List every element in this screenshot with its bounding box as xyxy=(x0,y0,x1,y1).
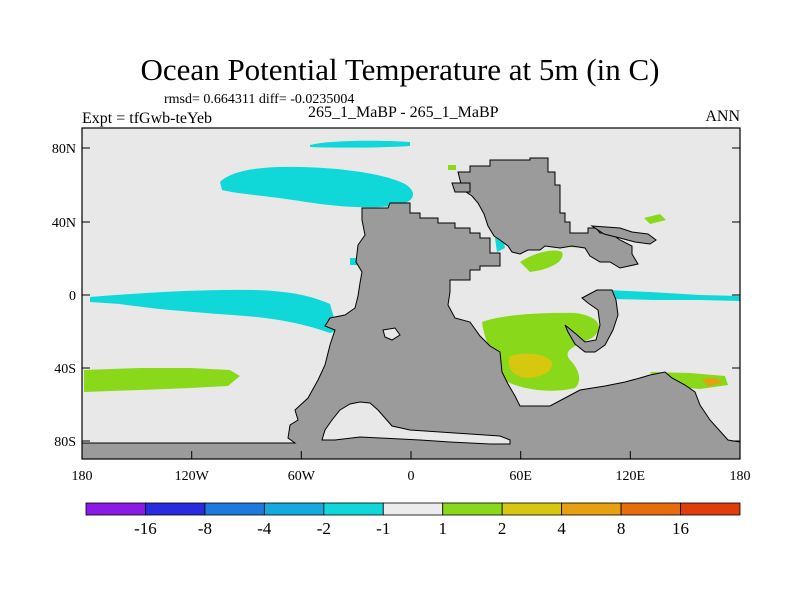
land-northeast-asia xyxy=(590,225,657,245)
colorbar-swatch xyxy=(263,502,325,516)
colorbar-swatch xyxy=(561,502,622,516)
lon-ticks xyxy=(81,451,741,459)
stats-text: rmsd= 0.664311 diff= -0.0235004 xyxy=(164,92,355,107)
north-pacific-warm-spot xyxy=(644,214,666,224)
land-eurasia xyxy=(457,157,639,269)
colorbar-swatch xyxy=(85,502,146,516)
land-masses xyxy=(81,157,741,460)
lat-label-0: 0 xyxy=(69,289,76,304)
south-pacific-warm-band xyxy=(84,368,240,392)
experiment-label: Expt = tfGwb-teYeb xyxy=(82,110,213,127)
colorbar-swatch xyxy=(145,502,206,516)
lon-label-60w: 60W xyxy=(288,469,316,484)
lon-label-180e: 180 xyxy=(730,469,751,484)
land-south-atlantic-island xyxy=(382,327,401,341)
colorbar-swatch xyxy=(442,502,503,516)
arctic-cool-strip xyxy=(310,140,410,148)
colorbar-swatch xyxy=(204,502,265,516)
colorbar-label: 1 xyxy=(438,519,447,538)
colorbar-swatch xyxy=(323,502,384,516)
land-australasia xyxy=(564,289,619,353)
lon-label-0: 0 xyxy=(408,469,415,484)
lat-label-80s: 80S xyxy=(54,435,76,450)
arctic-warm-spot xyxy=(448,165,456,170)
indo-pacific-cool-band xyxy=(606,290,740,301)
colorbar-swatch xyxy=(620,502,681,516)
colorbar-label: -16 xyxy=(134,519,157,538)
lon-label-120w: 120W xyxy=(175,469,210,484)
lat-ticks xyxy=(82,147,740,442)
colorbar-swatch xyxy=(382,502,444,516)
lat-label-40s: 40S xyxy=(54,362,76,377)
colorbar-swatch xyxy=(680,502,741,516)
colorbar-label: -4 xyxy=(257,519,272,538)
land-america-europe-africa xyxy=(81,202,741,460)
orange-warm-spot xyxy=(702,378,722,386)
north-pacific-cool-patch xyxy=(220,166,414,208)
plot-title: Ocean Potential Temperature at 5m (in C) xyxy=(140,52,660,87)
colorbar-label: -8 xyxy=(198,519,212,538)
pacific-equatorial-cool-band xyxy=(90,289,345,333)
colorbar-label: 4 xyxy=(557,519,566,538)
lon-label-60e: 60E xyxy=(509,469,532,484)
lat-label-40n: 40N xyxy=(52,216,76,231)
colorbar-label: -2 xyxy=(317,519,331,538)
lon-label-180w: 180 xyxy=(72,469,93,484)
colorbar-label: 8 xyxy=(617,519,626,538)
colorbar: -16 -8 -4 -2 -1 1 2 4 8 16 xyxy=(85,502,741,538)
colorbar-label: 2 xyxy=(498,519,507,538)
lat-label-80n: 80N xyxy=(52,142,76,157)
colorbar-swatch xyxy=(501,502,563,516)
season-label: ANN xyxy=(705,108,740,125)
comparison-label: 265_1_MaBP - 265_1_MaBP xyxy=(308,104,499,121)
northwest-pacific-warm-strip xyxy=(520,250,563,272)
land-arctic-sliver xyxy=(451,182,471,193)
land-antarctica-peninsula xyxy=(321,401,511,445)
strong-warm-core xyxy=(508,353,553,378)
lon-label-120e: 120E xyxy=(616,469,646,484)
colorbar-label: -1 xyxy=(376,519,390,538)
colorbar-label: 16 xyxy=(672,519,689,538)
